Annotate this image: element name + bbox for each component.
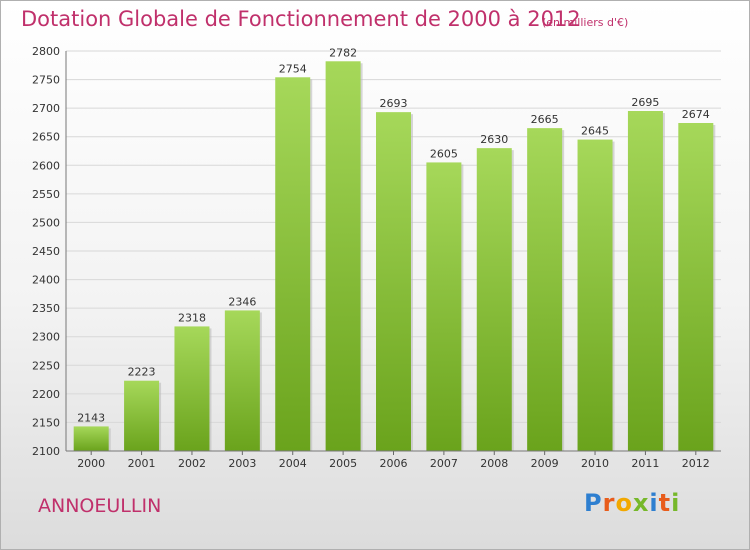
data-label: 2695 xyxy=(631,96,659,109)
y-tick-label: 2750 xyxy=(32,74,60,87)
data-label: 2693 xyxy=(380,97,408,110)
data-label: 2143 xyxy=(77,411,105,424)
y-tick-label: 2450 xyxy=(32,245,60,258)
chart-title: Dotation Globale de Fonctionnement de 20… xyxy=(21,7,581,31)
bars xyxy=(73,61,716,452)
data-label: 2645 xyxy=(581,125,609,138)
data-label: 2630 xyxy=(480,133,508,146)
x-tick-label: 2008 xyxy=(480,457,508,470)
axes xyxy=(65,51,721,452)
bar xyxy=(376,112,411,452)
x-tick-label: 2012 xyxy=(682,457,710,470)
y-tick-label: 2300 xyxy=(32,331,60,344)
x-tick-label: 2005 xyxy=(329,457,357,470)
chart-unit: (en milliers d'€) xyxy=(542,16,629,29)
data-label: 2605 xyxy=(430,147,458,160)
bar xyxy=(627,111,663,451)
x-tick-label: 2004 xyxy=(279,457,307,470)
bar xyxy=(275,77,311,452)
data-label: 2318 xyxy=(178,311,206,324)
y-tick-label: 2100 xyxy=(32,445,60,458)
bar xyxy=(124,380,160,451)
data-label: 2782 xyxy=(329,46,357,59)
bar xyxy=(476,148,512,451)
x-tick-label: 2011 xyxy=(631,457,659,470)
x-tick-label: 2003 xyxy=(228,457,256,470)
x-tick-label: 2010 xyxy=(581,457,609,470)
data-label: 2665 xyxy=(531,113,559,126)
x-tick-label: 2006 xyxy=(380,457,408,470)
bar xyxy=(426,162,462,451)
y-tick-label: 2700 xyxy=(32,102,60,115)
y-tick-label: 2400 xyxy=(32,274,60,287)
data-label: 2674 xyxy=(682,108,710,121)
bar xyxy=(678,123,714,451)
y-tick-label: 2150 xyxy=(32,416,60,429)
x-axis-ticks: 2000 2001 2002 2003 2004 2005 2006 2007 2008 2009… xyxy=(77,451,710,470)
x-tick-label: 2001 xyxy=(128,457,156,470)
data-label: 2223 xyxy=(128,366,156,379)
city-name: ANNOEULLIN xyxy=(38,495,162,517)
bar xyxy=(325,61,361,452)
y-tick-label: 2600 xyxy=(32,159,60,172)
y-tick-label: 2250 xyxy=(32,359,60,372)
proxiti-logo: Proxiti xyxy=(584,489,681,517)
bar xyxy=(174,326,210,451)
x-tick-label: 2009 xyxy=(531,457,559,470)
bar xyxy=(224,310,260,451)
x-tick-label: 2002 xyxy=(178,457,206,470)
bar xyxy=(577,139,613,452)
y-axis-ticks: 2100 2150 2200 2250 2300 2350 2400 2450 2500 2550… xyxy=(32,45,60,458)
data-labels: 2143 2223 2318 2346 2754 2782 2693 2605 2630 2665… xyxy=(77,46,710,424)
x-tick-label: 2000 xyxy=(77,457,105,470)
y-tick-label: 2500 xyxy=(32,216,60,229)
x-tick-label: 2007 xyxy=(430,457,458,470)
bar xyxy=(527,128,563,451)
data-label: 2346 xyxy=(228,295,256,308)
y-tick-label: 2800 xyxy=(32,45,60,58)
data-label: 2754 xyxy=(279,62,307,75)
y-tick-label: 2550 xyxy=(32,188,60,201)
y-tick-label: 2200 xyxy=(32,388,60,401)
bar xyxy=(73,426,109,451)
y-tick-label: 2650 xyxy=(32,131,60,144)
y-tick-label: 2350 xyxy=(32,302,60,315)
